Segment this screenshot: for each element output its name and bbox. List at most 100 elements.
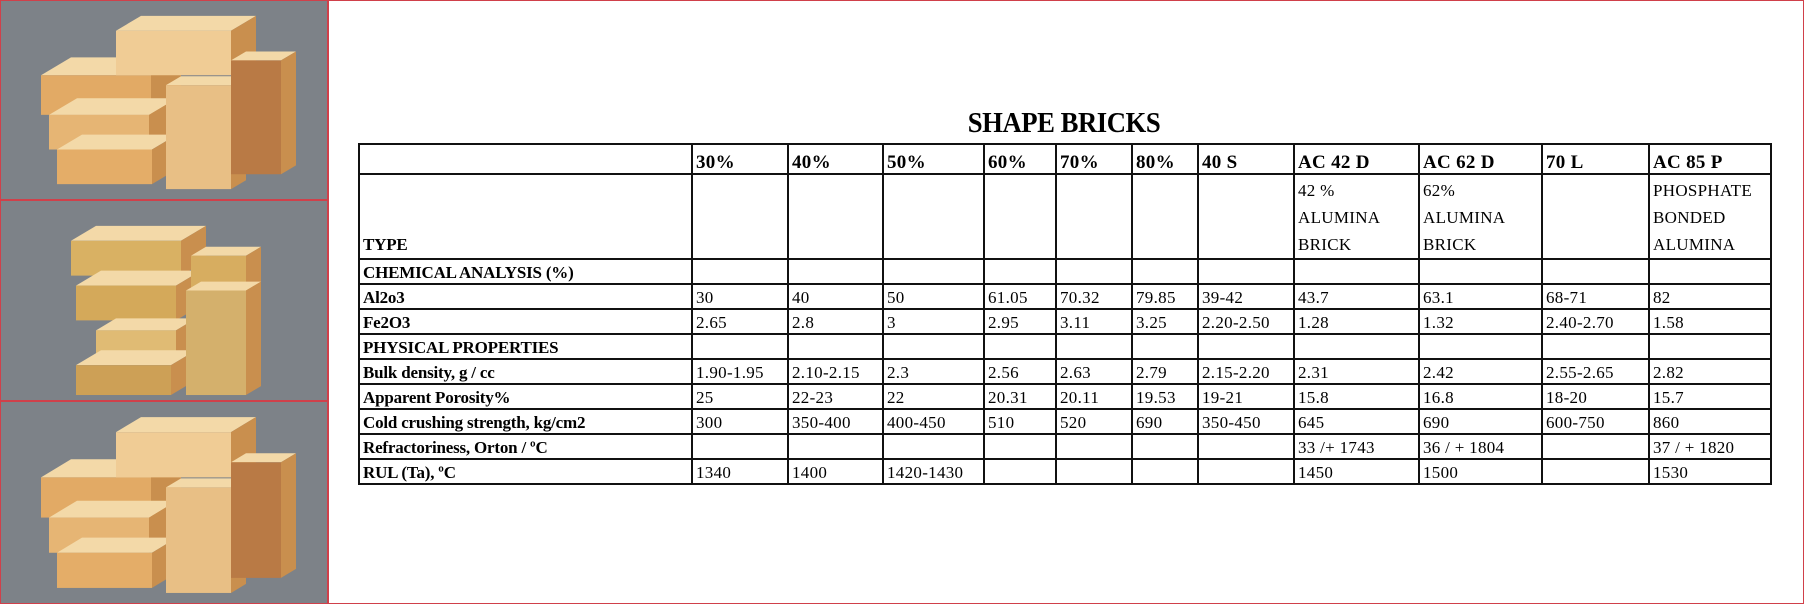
column-header — [358, 143, 693, 175]
brick-shape — [76, 270, 201, 321]
row-label: PHYSICAL PROPERTIES — [358, 333, 693, 360]
table-cell: 33 /+ 1743 — [1293, 433, 1420, 460]
table-cell: 2.79 — [1131, 358, 1199, 385]
table-cell — [882, 173, 985, 260]
row-label: CHEMICAL ANALYSIS (%) — [358, 258, 693, 285]
table-cell: 2.40-2.70 — [1541, 308, 1650, 335]
table-cell: 1.32 — [1418, 308, 1543, 335]
table-cell — [1055, 173, 1133, 260]
table-cell: 2.3 — [882, 358, 985, 385]
table-cell: 645 — [1293, 408, 1420, 435]
table-cell — [691, 173, 789, 260]
table-cell: 15.8 — [1293, 383, 1420, 410]
table-row: Bulk density, g / cc 1.90-1.95 2.10-2.15 2.… — [358, 358, 1772, 385]
table-cell — [1418, 258, 1543, 285]
table-row: Cold crushing strength, kg/cm2 300 350-400… — [358, 408, 1772, 435]
table-cell: 68-71 — [1541, 283, 1650, 310]
table-cell — [787, 433, 884, 460]
table-cell — [983, 173, 1057, 260]
table-cell: 37 / + 1820 — [1648, 433, 1772, 460]
table-cell: 860 — [1648, 408, 1772, 435]
table-cell: 690 — [1131, 408, 1199, 435]
table-cell: 3.11 — [1055, 308, 1133, 335]
table-row: Refractoriness, Orton / ºC 33 /+ 1743 36 /… — [358, 433, 1772, 460]
header-row: 30% 40% 50% 60% 70% 80% 40 S AC 42 D AC 62 D 70 L… — [358, 143, 1772, 175]
table-cell — [1293, 333, 1420, 360]
table-cell — [787, 173, 884, 260]
table-cell: 25 — [691, 383, 789, 410]
shape-bricks-table: 30% 40% 50% 60% 70% 80% 40 S AC 42 D AC 62 D 70 L… — [358, 143, 1772, 485]
table-cell: PHOSPHATE BONDED ALUMINA — [1648, 173, 1772, 260]
brick-shape — [231, 453, 296, 578]
brick-shape — [57, 537, 177, 588]
table-cell: 2.95 — [983, 308, 1057, 335]
brick-photo-2 — [1, 201, 327, 402]
table-cell: 510 — [983, 408, 1057, 435]
table-cell — [983, 458, 1057, 485]
table-cell: 20.11 — [1055, 383, 1133, 410]
table-cell: 2.8 — [787, 308, 884, 335]
table-cell — [691, 258, 789, 285]
table-cell: 3 — [882, 308, 985, 335]
table-row: RUL (Ta), ºC 1340 1400 1420-1430 1450 1500 153… — [358, 458, 1772, 485]
bricks-illustration — [41, 417, 296, 593]
column-header: 30% — [691, 143, 789, 175]
brick-shape — [231, 51, 296, 175]
table-cell: 20.31 — [983, 383, 1057, 410]
table-cell: 1530 — [1648, 458, 1772, 485]
table-cell — [1197, 433, 1295, 460]
table-cell: 520 — [1055, 408, 1133, 435]
table-cell: 82 — [1648, 283, 1772, 310]
table-cell: 62% ALUMINA BRICK — [1418, 173, 1543, 260]
table-cell: 2.65 — [691, 308, 789, 335]
column-header: 70% — [1055, 143, 1133, 175]
table-cell — [1541, 458, 1650, 485]
table-cell — [1131, 258, 1199, 285]
table-row: Apparent Porosity% 25 22-23 22 20.31 20.11 19.… — [358, 383, 1772, 410]
table-cell: 19.53 — [1131, 383, 1199, 410]
row-label: Cold crushing strength, kg/cm2 — [358, 408, 693, 435]
table-cell — [1541, 433, 1650, 460]
table-cell — [1418, 333, 1543, 360]
bricks-illustration — [41, 15, 296, 190]
brick-shape — [71, 225, 206, 276]
table-cell: 15.7 — [1648, 383, 1772, 410]
table-cell: 39-42 — [1197, 283, 1295, 310]
table-cell: 16.8 — [1418, 383, 1543, 410]
table-cell: 2.55-2.65 — [1541, 358, 1650, 385]
table-row: Al2o3 30 40 50 61.05 70.32 79.85 39-42 43.7 63.1 6… — [358, 283, 1772, 310]
table-cell: 1.58 — [1648, 308, 1772, 335]
table-cell — [1648, 258, 1772, 285]
table-cell: 1420-1430 — [882, 458, 985, 485]
table-row: CHEMICAL ANALYSIS (%) — [358, 258, 1772, 285]
photo-column — [1, 1, 329, 603]
table-cell: 1450 — [1293, 458, 1420, 485]
table-cell: 42 % ALUMINA BRICK — [1293, 173, 1420, 260]
table-cell: 2.15-2.20 — [1197, 358, 1295, 385]
table-cell: 22 — [882, 383, 985, 410]
row-label: TYPE — [358, 173, 693, 260]
table-cell: 1500 — [1418, 458, 1543, 485]
table-cell: 1.28 — [1293, 308, 1420, 335]
column-header: 50% — [882, 143, 985, 175]
table-cell: 70.32 — [1055, 283, 1133, 310]
table-cell: 22-23 — [787, 383, 884, 410]
row-label: Apparent Porosity% — [358, 383, 693, 410]
table-cell — [1197, 333, 1295, 360]
column-header: 40% — [787, 143, 884, 175]
table-cell: 350-450 — [1197, 408, 1295, 435]
column-header: 40 S — [1197, 143, 1295, 175]
table-cell: 63.1 — [1418, 283, 1543, 310]
table-cell: 61.05 — [983, 283, 1057, 310]
brick-shape — [186, 281, 261, 396]
table-cell: 2.20-2.50 — [1197, 308, 1295, 335]
row-label: Al2o3 — [358, 283, 693, 310]
table-cell: 36 / + 1804 — [1418, 433, 1543, 460]
row-label: RUL (Ta), ºC — [358, 458, 693, 485]
table-cell: 690 — [1418, 408, 1543, 435]
table-cell — [1541, 333, 1650, 360]
table-cell — [1131, 458, 1199, 485]
table-cell — [1648, 333, 1772, 360]
table-cell — [787, 333, 884, 360]
row-label: Refractoriness, Orton / ºC — [358, 433, 693, 460]
